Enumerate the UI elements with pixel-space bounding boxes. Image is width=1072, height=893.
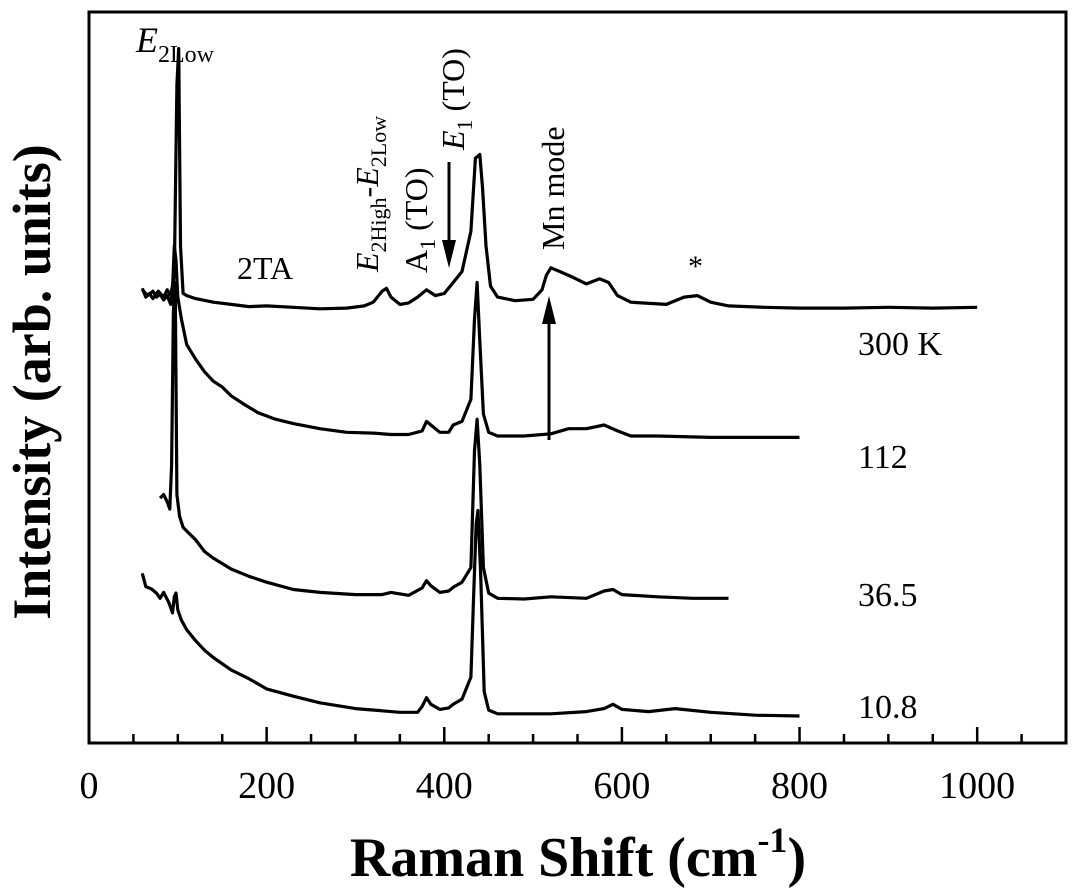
x-tick-label: 600 xyxy=(593,765,650,807)
series-line-2 xyxy=(158,280,729,601)
e1-arrow-head xyxy=(442,240,456,268)
annotation-e2low: E2Low xyxy=(135,20,215,68)
series-line-0 xyxy=(140,46,978,311)
series-group xyxy=(140,46,978,718)
annotation-e2high-e2low: E2High-E2Low xyxy=(349,116,391,273)
annotation-star: * xyxy=(688,250,703,283)
x-tick-label: 400 xyxy=(416,765,473,807)
x-axis-title: Raman Shift (cm-1) xyxy=(350,820,806,889)
annotation-mn-mode: Mn mode xyxy=(535,126,571,250)
annotation-2ta: 2TA xyxy=(237,250,293,286)
x-tick-label: 0 xyxy=(80,765,99,807)
x-axis-tick-labels: 0 200 400 600 800 1000 xyxy=(80,765,1016,807)
x-axis-ticks xyxy=(87,727,1068,743)
mn-arrow-head xyxy=(542,296,556,324)
x-tick-label: 800 xyxy=(771,765,828,807)
x-tick-label: 200 xyxy=(238,765,295,807)
series-line-3 xyxy=(140,508,800,718)
annotation-a1-to: A1 (TO) xyxy=(398,168,440,274)
series-label-300k: 300 K xyxy=(858,326,943,363)
annotation-e1-to: E1 (TO) xyxy=(435,48,477,151)
plot-frame xyxy=(87,10,1068,745)
series-label-112: 112 xyxy=(858,439,908,476)
series-label-10-8: 10.8 xyxy=(858,689,918,726)
series-line-1 xyxy=(141,244,800,439)
series-label-36-5: 36.5 xyxy=(858,577,918,614)
y-axis-title: Intensity (arb. units) xyxy=(2,144,62,620)
x-tick-label: 1000 xyxy=(939,765,1015,807)
